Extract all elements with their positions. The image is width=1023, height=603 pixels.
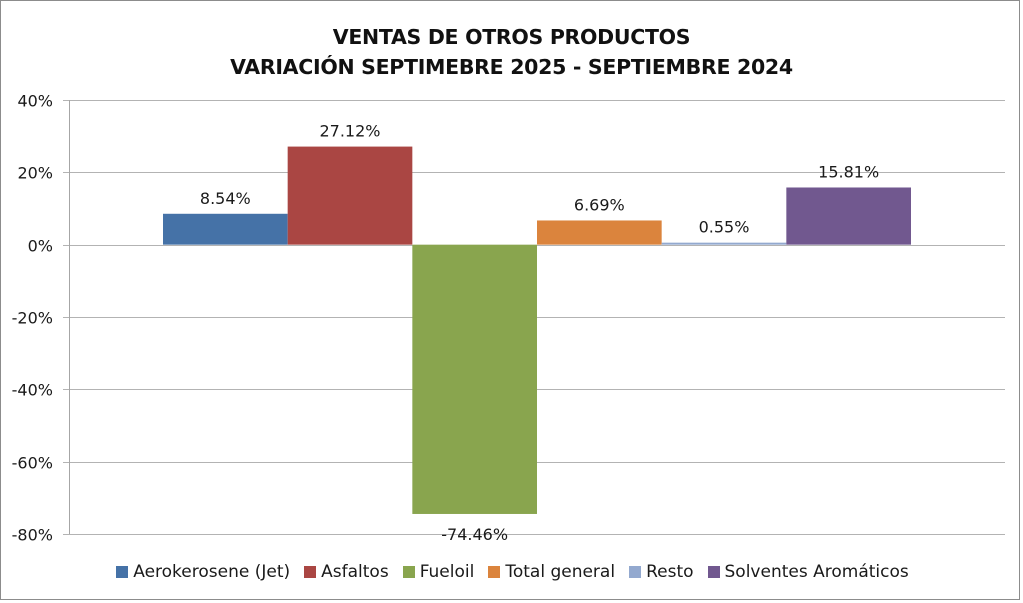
y-tick-label: -20% xyxy=(12,309,53,328)
data-label: 0.55% xyxy=(699,218,750,237)
bar xyxy=(661,242,787,245)
bar xyxy=(412,244,537,514)
data-label: 15.81% xyxy=(818,162,879,181)
legend-label: Resto xyxy=(646,562,694,582)
bar-chart: 40% 20% 0% -20% -40% -60% -80% 8.54% 27.12% -74.… xyxy=(12,92,1005,545)
legend-swatch xyxy=(304,566,317,578)
y-tick-label: -40% xyxy=(12,381,53,400)
y-tick-label: 40% xyxy=(17,92,53,111)
legend-item: Resto xyxy=(629,562,694,582)
legend-item: Fueloil xyxy=(402,562,475,582)
legend-label: Asfaltos xyxy=(321,562,389,582)
bar xyxy=(537,220,662,245)
y-tick-label: -80% xyxy=(12,526,53,545)
bar xyxy=(786,187,911,245)
legend-item: Asfaltos xyxy=(304,562,389,582)
legend-item: Solventes Aromáticos xyxy=(707,562,909,582)
legend-item: Aerokerosene (Jet) xyxy=(116,562,290,582)
data-label: 27.12% xyxy=(319,122,380,141)
bars xyxy=(163,146,911,514)
y-tick-label: 20% xyxy=(17,164,53,183)
chart-title-line-1: VENTAS DE OTROS PRODUCTOS xyxy=(332,25,691,49)
legend-label: Aerokerosene (Jet) xyxy=(133,562,291,582)
data-label: -74.46% xyxy=(441,525,508,544)
y-axis-tick-labels: 40% 20% 0% -20% -40% -60% -80% xyxy=(12,92,53,545)
bar xyxy=(287,146,413,245)
legend: Aerokerosene (Jet) Asfaltos Fueloil Total g… xyxy=(0,562,1023,582)
data-label: 6.69% xyxy=(574,195,625,214)
legend-label: Solventes Aromáticos xyxy=(724,562,909,582)
chart-title: VENTAS DE OTROS PRODUCTOS VARIACIÓN SEPT… xyxy=(0,22,1023,82)
chart-title-line-2: VARIACIÓN SEPTIMEBRE 2025 - SEPTIEMBRE 2… xyxy=(230,55,793,79)
y-tick-label: -60% xyxy=(12,454,53,473)
legend-swatch xyxy=(629,566,642,578)
y-tick-label: 0% xyxy=(28,237,53,256)
bar xyxy=(163,213,288,245)
legend-swatch xyxy=(402,566,415,578)
legend-item: Total general xyxy=(488,562,615,582)
legend-swatch xyxy=(707,566,720,578)
legend-swatch xyxy=(116,566,129,578)
legend-swatch xyxy=(488,566,501,578)
legend-label: Fueloil xyxy=(419,562,475,582)
data-labels: 8.54% 27.12% -74.46% 6.69% 0.55% 15.81% xyxy=(200,122,879,544)
legend-label: Total general xyxy=(505,562,616,582)
data-label: 8.54% xyxy=(200,189,251,208)
